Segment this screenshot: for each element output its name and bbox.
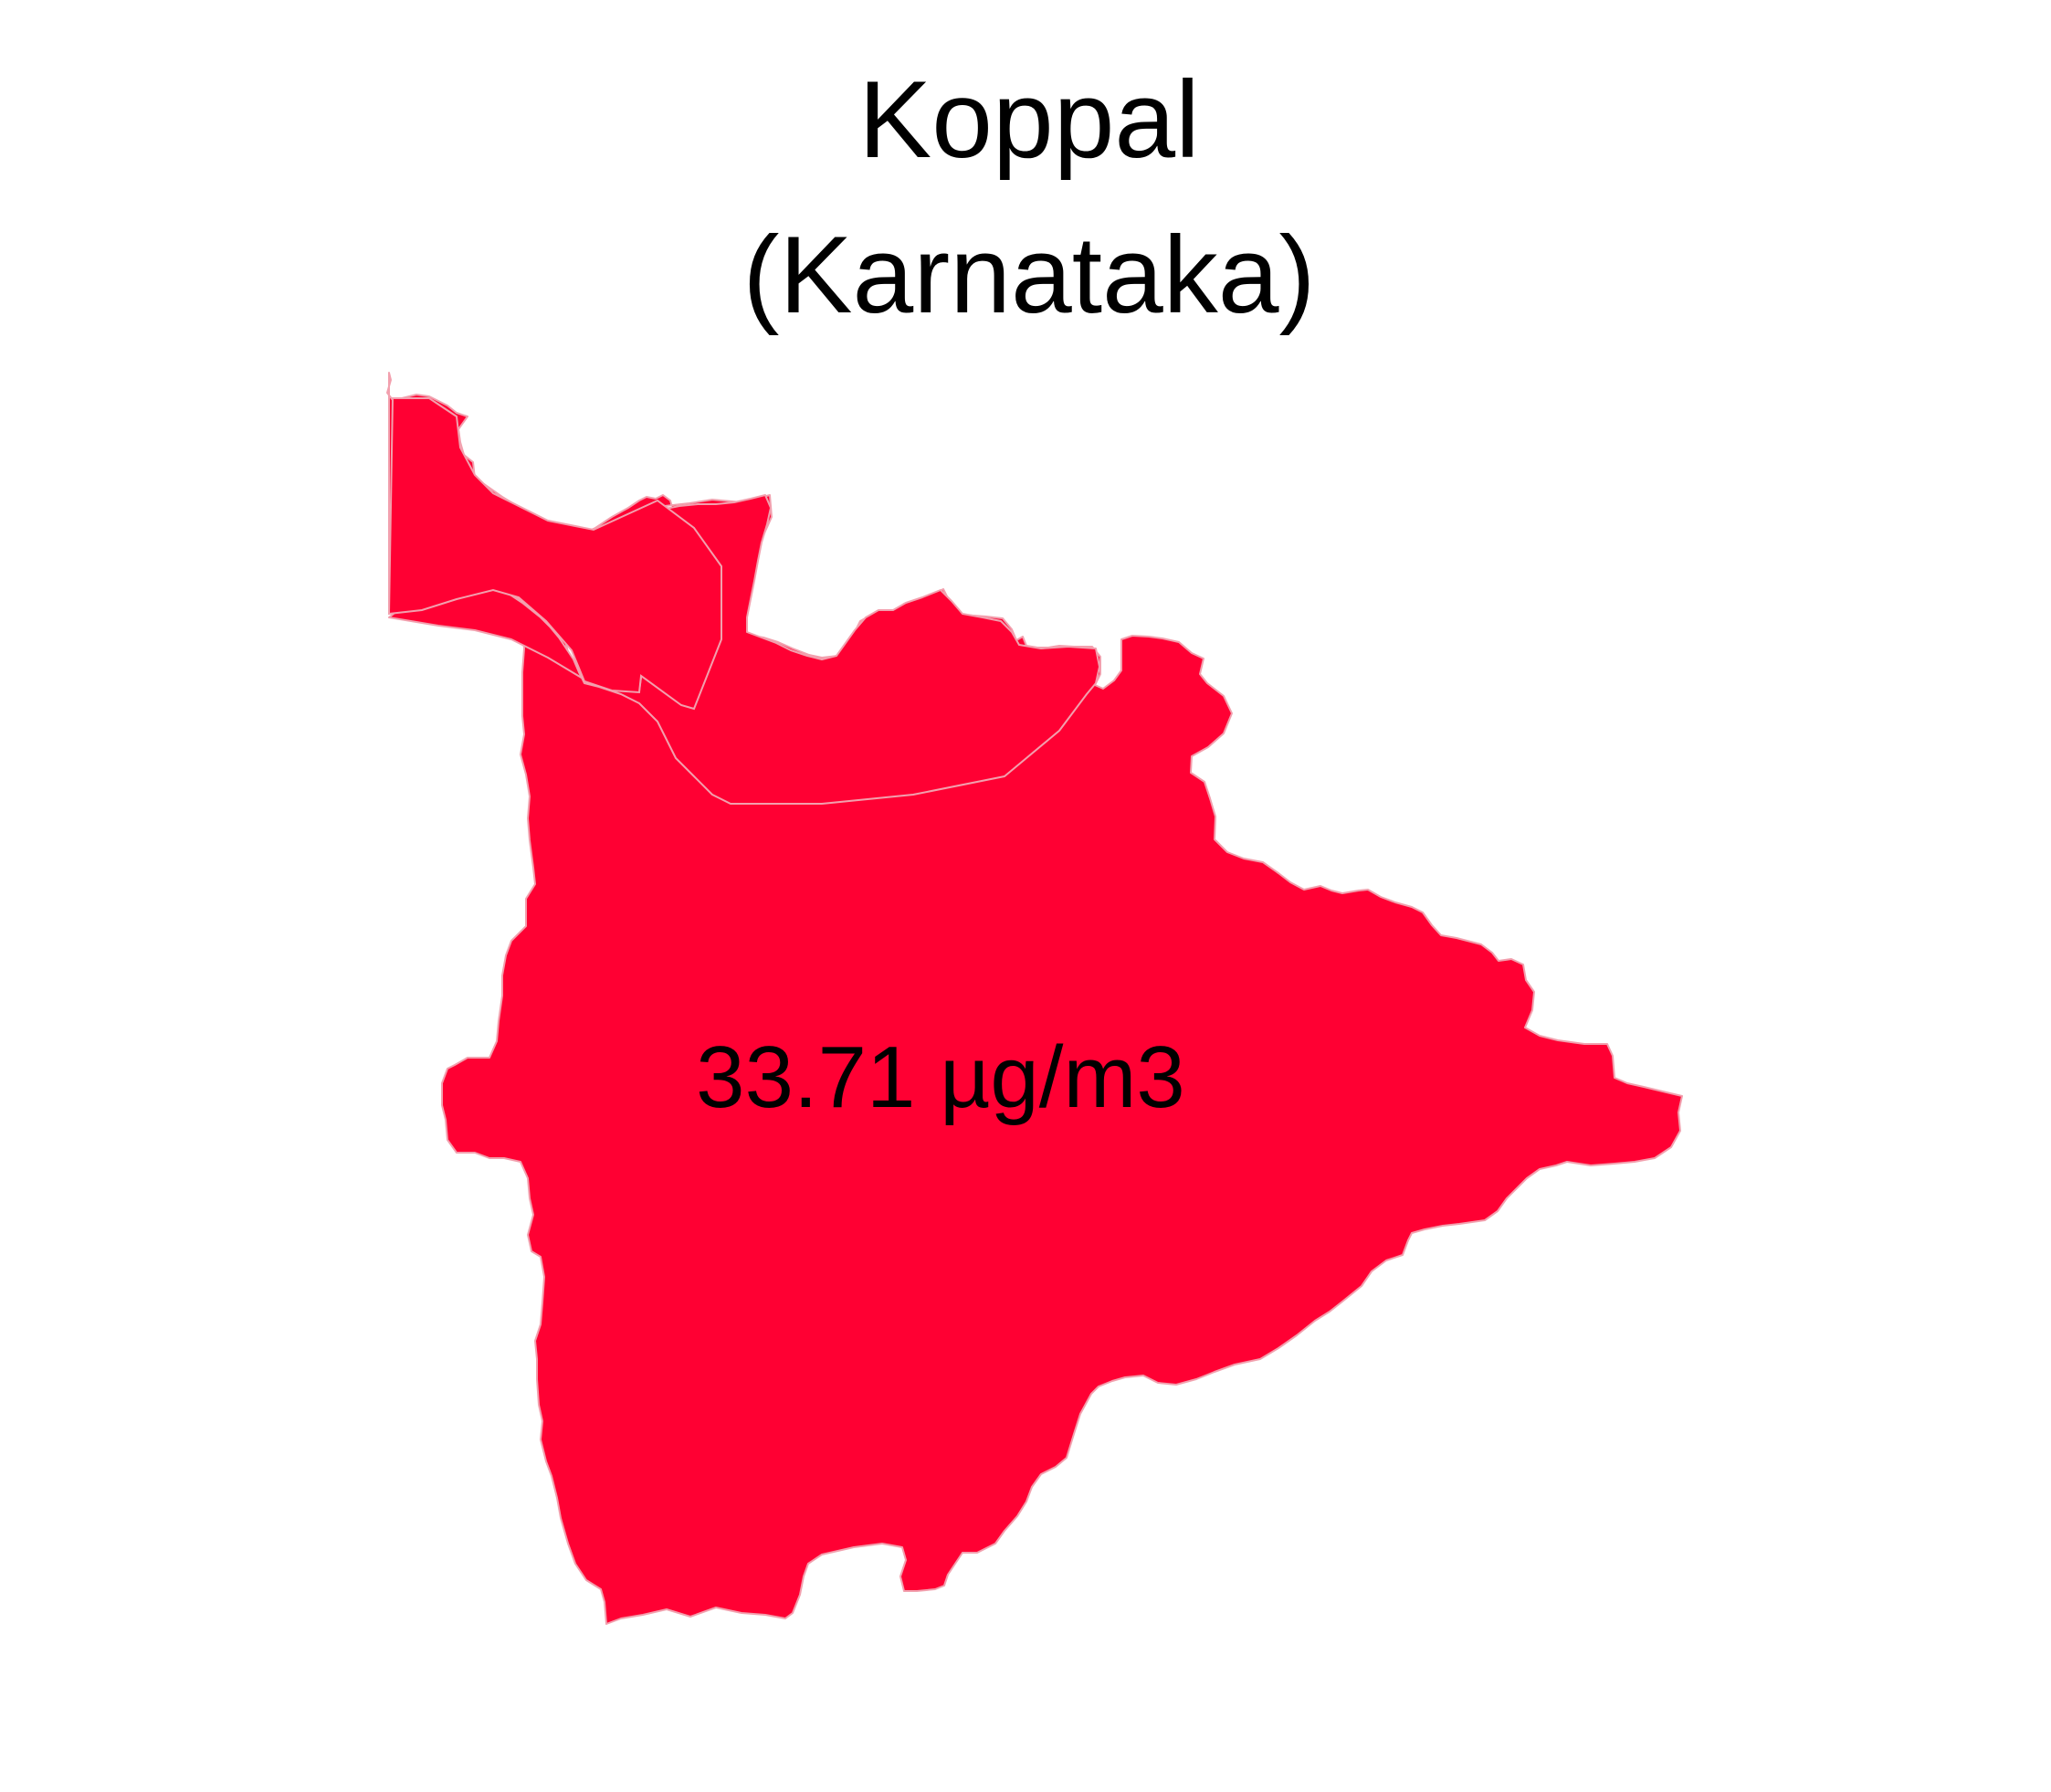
koppal-district-north-lobe bbox=[388, 494, 1100, 805]
koppal-district-northwest-arm bbox=[387, 397, 722, 711]
map-title-state: (Karnataka) bbox=[743, 214, 1316, 336]
pollution-value-label: 33.71 µg/m3 bbox=[696, 1028, 1185, 1126]
map-title-district: Koppal bbox=[858, 58, 1200, 181]
